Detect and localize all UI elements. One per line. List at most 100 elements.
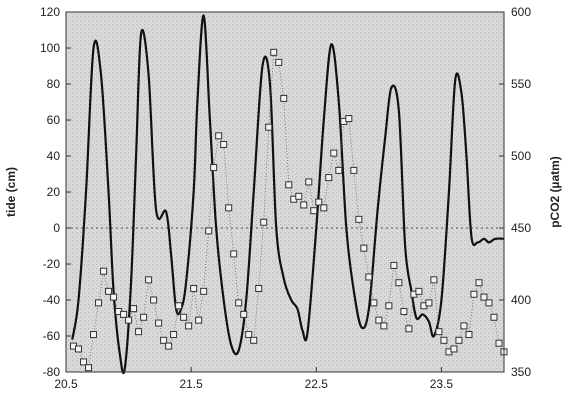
x-tick-label: 23.5: [430, 377, 454, 391]
pco2-point: [130, 305, 138, 313]
y-tick-label: -80: [43, 365, 61, 379]
pco2-point: [365, 273, 373, 281]
pco2-point: [190, 284, 198, 292]
y2-tick-label: 400: [511, 293, 531, 307]
pco2-point: [80, 358, 88, 366]
pco2-point: [165, 342, 173, 350]
pco2-point: [140, 313, 148, 321]
y-tick-label: 0: [53, 221, 60, 235]
pco2-point: [405, 325, 413, 333]
y-tick-label: -60: [43, 329, 61, 343]
y-tick-label: -40: [43, 293, 61, 307]
pco2-point: [220, 140, 228, 148]
pco2-point: [295, 192, 303, 200]
pco2-point: [460, 322, 468, 330]
pco2-point: [200, 287, 208, 295]
pco2-point: [175, 302, 183, 310]
pco2-point: [150, 296, 158, 304]
x-tick-label: 21.5: [179, 377, 203, 391]
pco2-point: [100, 267, 108, 275]
pco2-point: [270, 48, 278, 56]
pco2-point: [205, 227, 213, 235]
pco2-point: [395, 279, 403, 287]
pco2-point: [320, 204, 328, 212]
y2-axis-title: pCO2 (µatm): [548, 156, 562, 228]
pco2-point: [490, 313, 498, 321]
pco2-point: [120, 310, 128, 318]
pco2-point: [180, 313, 188, 321]
y2-tick-label: 500: [511, 149, 531, 163]
pco2-point: [450, 345, 458, 353]
pco2-point: [400, 308, 408, 316]
pco2-point: [145, 276, 153, 284]
pco2-point: [260, 218, 268, 226]
pco2-point: [475, 279, 483, 287]
pco2-point: [95, 299, 103, 307]
pco2-point: [75, 345, 83, 353]
pco2-point: [155, 319, 163, 327]
y-tick-label: -20: [43, 257, 61, 271]
pco2-point: [485, 299, 493, 307]
pco2-point: [170, 331, 178, 339]
pco2-point: [335, 166, 343, 174]
pco2-point: [280, 94, 288, 102]
pco2-point: [480, 293, 488, 301]
pco2-point: [275, 58, 283, 66]
x-tick-label: 22.5: [305, 377, 329, 391]
tide-line: [71, 14, 505, 375]
y-axis-title: tide (cm): [4, 167, 18, 217]
pco2-point: [255, 284, 263, 292]
x-tick-label: 20.5: [54, 377, 78, 391]
pco2-point: [230, 250, 238, 258]
pco2-point: [240, 310, 248, 318]
y-tick-label: 100: [40, 41, 60, 55]
pco2-point: [350, 166, 358, 174]
pco2-point: [380, 322, 388, 330]
pco2-point: [300, 201, 308, 209]
pco2-point: [370, 299, 378, 307]
pco2-point: [355, 215, 363, 223]
y-tick-label: 20: [47, 185, 61, 199]
pco2-point: [250, 336, 258, 344]
pco2-point: [390, 261, 398, 269]
pco2-point: [455, 336, 463, 344]
pco2-point: [160, 336, 168, 344]
pco2-point: [415, 287, 423, 295]
pco2-point: [440, 336, 448, 344]
pco2-point: [435, 328, 443, 336]
pco2-point: [305, 178, 313, 186]
pco2-point: [85, 364, 93, 372]
y2-tick-label: 550: [511, 77, 531, 91]
y-tick-label: 40: [47, 149, 61, 163]
pco2-point: [430, 276, 438, 284]
pco2-point: [385, 302, 393, 310]
pco2-point: [310, 207, 318, 215]
pco2-point: [225, 204, 233, 212]
y2-tick-label: 600: [511, 5, 531, 19]
pco2-point: [235, 299, 243, 307]
y-tick-label: 80: [47, 77, 61, 91]
pco2-point: [495, 339, 503, 347]
pco2-point: [265, 123, 273, 131]
pco2-point: [345, 115, 353, 123]
y-tick-label: 120: [40, 5, 60, 19]
pco2-point: [375, 316, 383, 324]
y-tick-label: 60: [47, 113, 61, 127]
pco2-point: [285, 181, 293, 189]
pco2-point: [330, 149, 338, 157]
pco2-point: [210, 164, 218, 172]
pco2-point: [245, 331, 253, 339]
pco2-point: [185, 322, 193, 330]
pco2-point: [195, 316, 203, 324]
pco2-point: [470, 290, 478, 298]
pco2-point: [110, 293, 118, 301]
pco2-point: [215, 132, 223, 140]
pco2-point: [135, 328, 143, 336]
pco2-point: [90, 331, 98, 339]
pco2-point: [315, 198, 323, 206]
y2-tick-label: 450: [511, 221, 531, 235]
pco2-point: [465, 331, 473, 339]
pco2-point: [125, 316, 133, 324]
y2-tick-label: 350: [511, 365, 531, 379]
